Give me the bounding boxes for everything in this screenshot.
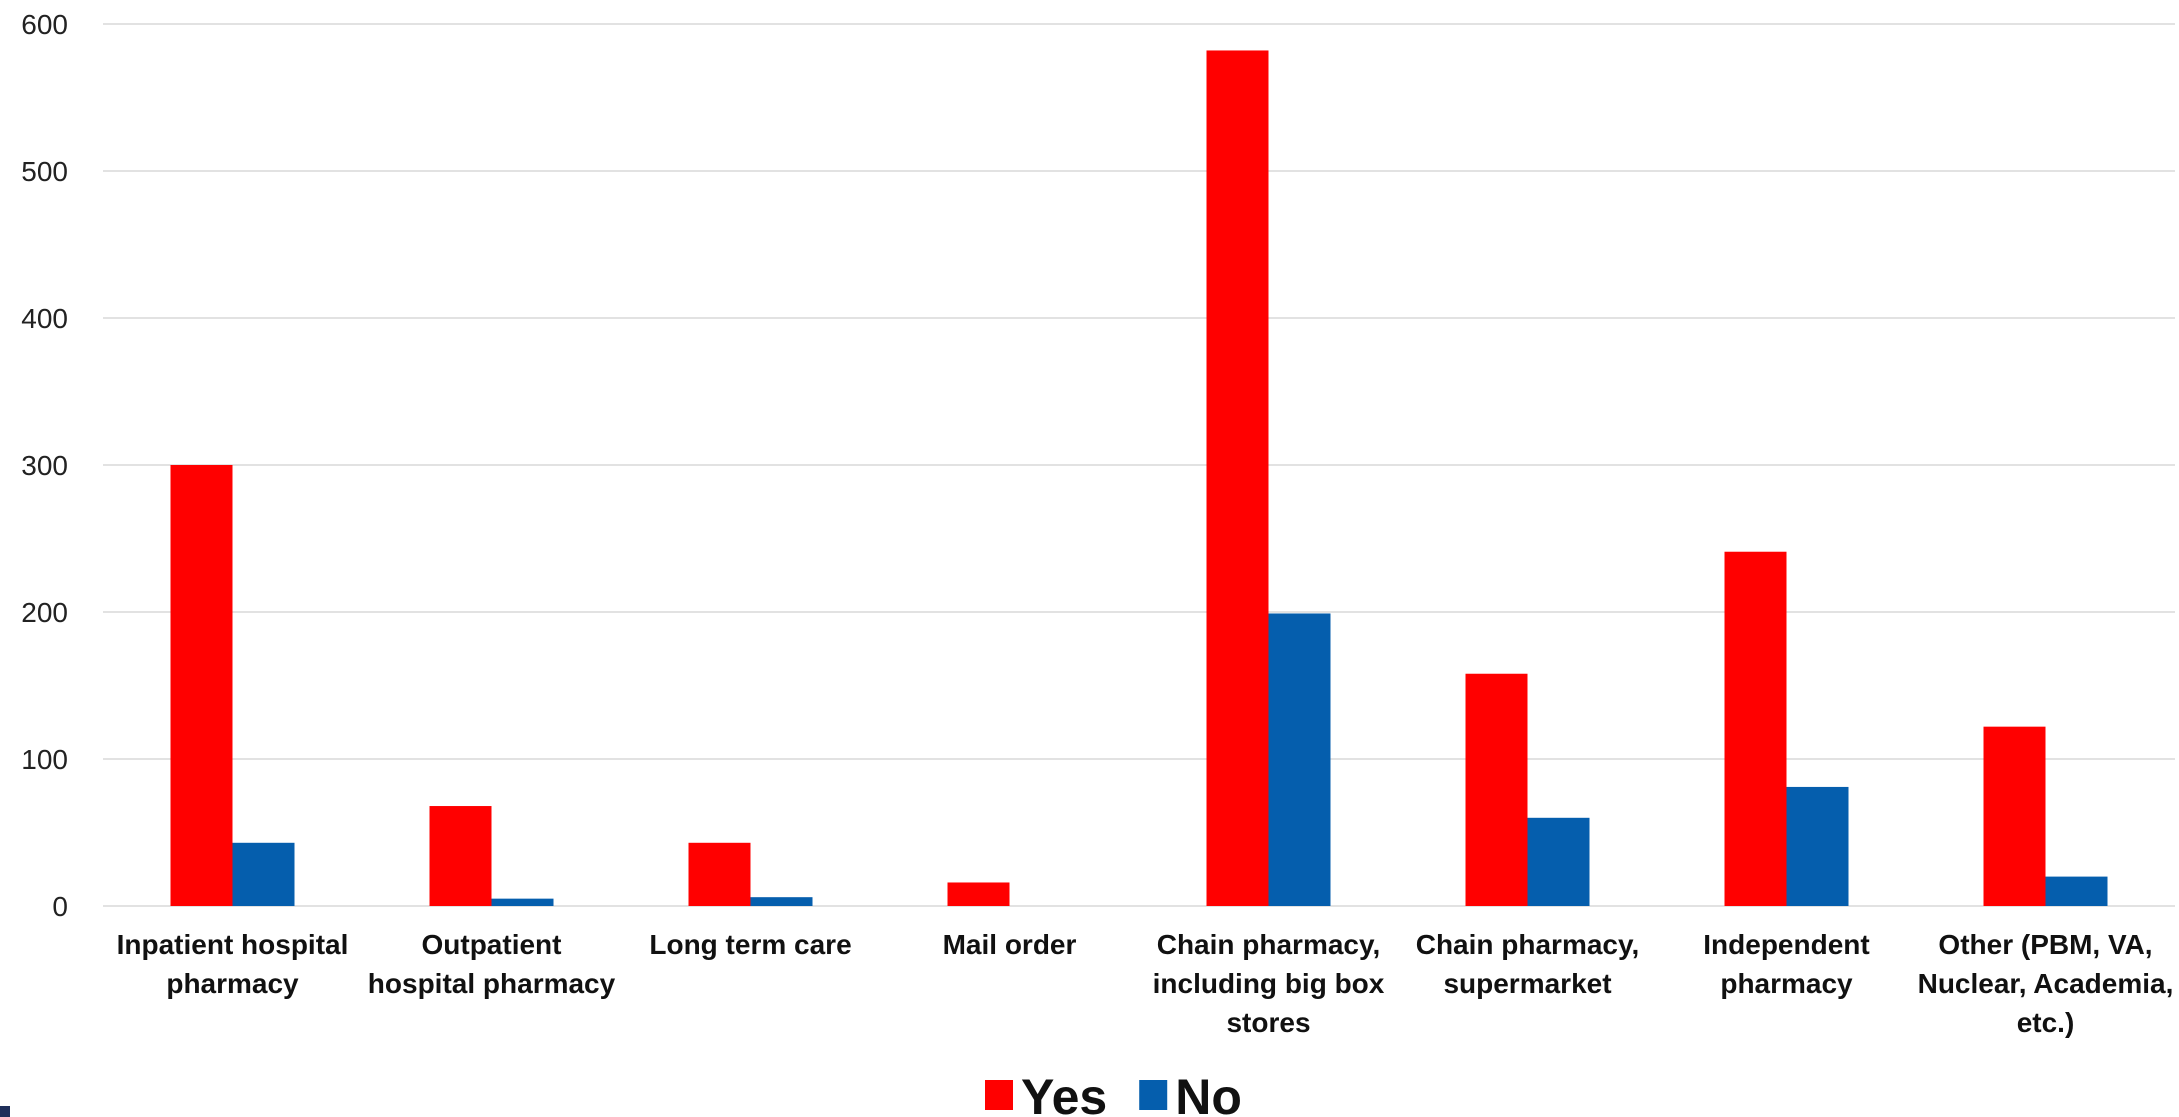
y-tick-label: 300 [21, 450, 68, 481]
x-category-label: etc.) [2017, 1007, 2075, 1038]
legend-swatch-yes [985, 1080, 1013, 1110]
legend: Yes No [985, 1069, 1242, 1117]
bar-yes [1724, 551, 1787, 906]
legend-label-yes: Yes [1021, 1069, 1107, 1117]
y-tick-label: 400 [21, 303, 68, 334]
x-axis-category-labels: Inpatient hospital pharmacy Outpatient hosp… [117, 929, 2174, 1038]
bar-yes [947, 882, 1010, 906]
x-category-label: Long term care [649, 929, 851, 960]
x-category-label: stores [1226, 1007, 1310, 1038]
bar-yes [1983, 726, 2046, 906]
bar-yes [170, 465, 233, 906]
y-tick-label: 600 [21, 9, 68, 40]
legend-swatch-no [1139, 1080, 1168, 1110]
x-category-label: pharmacy [1720, 968, 1853, 999]
x-category-label: Other (PBM, VA, [1938, 929, 2152, 960]
bar-no [491, 898, 554, 906]
x-category-label: supermarket [1443, 968, 1611, 999]
x-category-label: pharmacy [166, 968, 299, 999]
corner-mark [0, 1106, 10, 1117]
bar-no [232, 842, 295, 906]
y-tick-label: 500 [21, 156, 68, 187]
y-tick-label: 0 [52, 891, 68, 922]
bar-no [2045, 876, 2108, 906]
x-category-label: Mail order [943, 929, 1077, 960]
y-axis-tick-labels: 0 100 200 300 400 500 600 [21, 9, 68, 922]
bar-yes [1206, 50, 1269, 906]
x-category-label: Outpatient [422, 929, 562, 960]
bar-yes [1465, 673, 1528, 906]
y-tick-label: 200 [21, 597, 68, 628]
bar-no [1786, 786, 1849, 906]
x-category-label: including big box [1153, 968, 1385, 999]
bar-yes [429, 806, 492, 906]
bar-no [1527, 817, 1590, 906]
x-category-label: Chain pharmacy, [1416, 929, 1640, 960]
x-category-label: hospital pharmacy [368, 968, 616, 999]
x-category-label: Chain pharmacy, [1157, 929, 1381, 960]
bar-no [750, 897, 813, 906]
x-category-label: Nuclear, Academia, [1918, 968, 2174, 999]
x-category-label: Inpatient hospital [117, 929, 349, 960]
bar-series [170, 50, 2108, 906]
bar-no [1268, 613, 1331, 906]
legend-label-no: No [1175, 1069, 1242, 1117]
y-tick-label: 100 [21, 744, 68, 775]
x-category-label: Independent [1703, 929, 1869, 960]
bar-yes [688, 842, 751, 906]
gridlines [103, 23, 2175, 907]
